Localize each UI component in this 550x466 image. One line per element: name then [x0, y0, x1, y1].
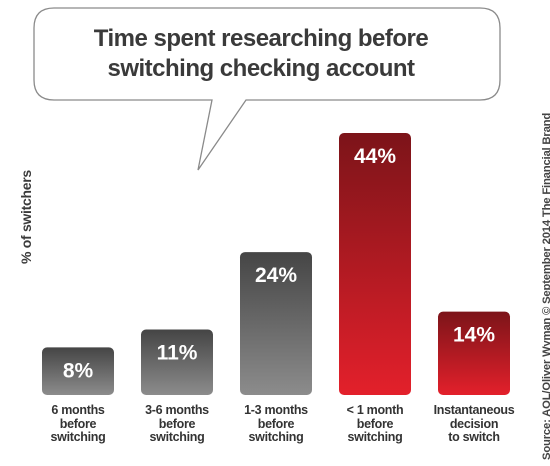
data-label: 14% [453, 324, 495, 347]
category-label: 1-3 months before switching [244, 403, 308, 444]
bar [240, 252, 312, 395]
chart-title: Time spent researching before switching … [93, 25, 429, 82]
y-axis-label: % of switchers [18, 170, 34, 264]
category-label: 3-6 months before switching [145, 403, 209, 444]
category-label: 6 months before switching [50, 403, 106, 444]
bar [42, 347, 114, 395]
speech-bubble [33, 7, 501, 171]
bar [339, 133, 411, 395]
bar [438, 311, 510, 395]
data-label: 24% [255, 264, 297, 287]
data-label: 8% [63, 359, 94, 382]
data-label: 44% [354, 145, 396, 168]
bars-layer: 8% 11% 24% 44% 14% [42, 133, 510, 395]
source-note: Source: AOL/Oliver Wyman © September 201… [541, 112, 550, 460]
category-label: Instantaneous decision to switch [433, 403, 515, 444]
bar [141, 329, 213, 395]
data-label: 11% [157, 342, 198, 365]
category-label: < 1 month before switching [346, 403, 404, 444]
